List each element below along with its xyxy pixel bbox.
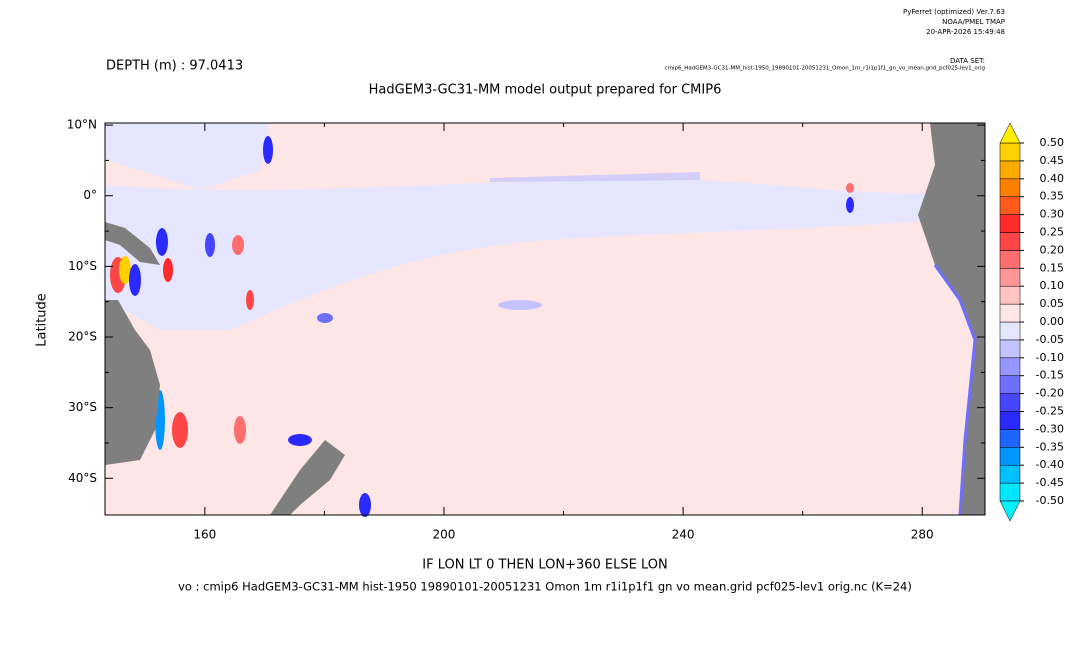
y-tick-label: 10°N [67, 118, 97, 132]
colorbar-label: 0.05 [1040, 297, 1065, 310]
colorbar-label: -0.50 [1036, 494, 1064, 507]
y-tick-label: 30°S [68, 400, 97, 414]
blob [846, 197, 854, 213]
equatorial-band [105, 179, 985, 330]
blob [163, 258, 173, 282]
colorbar-label: 0.40 [1040, 172, 1065, 185]
colorbar-swatch [999, 357, 1021, 376]
blob [263, 136, 273, 164]
date: 20-APR-2026 15:49:48 [926, 28, 1005, 36]
colorbar-label: 0.50 [1040, 136, 1065, 149]
colorbar-label: 0.10 [1040, 279, 1065, 292]
title: HadGEM3-GC31-MM model output prepared fo… [369, 83, 722, 98]
nw-band [105, 123, 270, 190]
colorbar-swatch [999, 482, 1021, 502]
colorbar-label: -0.35 [1036, 440, 1064, 453]
x-tick-label: 160 [193, 528, 216, 542]
plot-frame [104, 122, 986, 516]
footer: vo : cmip6 HadGEM3-GC31-MM hist-1950 198… [178, 580, 912, 594]
dataset-label: DATA SET: [950, 57, 985, 65]
blob [288, 434, 312, 446]
y-tick-label: 10°S [68, 259, 97, 273]
land-new-guinea [105, 222, 160, 265]
colorbar-label: 0.35 [1040, 190, 1065, 203]
colorbar-swatch [999, 321, 1021, 341]
colorbar-label: 0.20 [1040, 243, 1065, 256]
colorbar-swatch [999, 339, 1021, 359]
colorbar-swatch [999, 393, 1021, 412]
blob [156, 228, 168, 256]
colorbar-label: -0.40 [1036, 458, 1064, 471]
blob [119, 256, 131, 284]
colorbar-swatch [999, 285, 1021, 305]
colorbar-swatch [999, 232, 1021, 251]
colorbar-swatch [999, 429, 1021, 448]
y-label: Latitude [35, 293, 50, 347]
colorbar-label: -0.30 [1036, 422, 1064, 435]
colorbar-swatch [999, 375, 1021, 394]
colorbar-swatch [999, 160, 1021, 180]
colorbar-under [999, 500, 1021, 522]
colorbar-label: -0.15 [1036, 369, 1064, 382]
coastal-current [933, 264, 977, 516]
depth: DEPTH (m) : 97.0413 [106, 59, 243, 74]
y-tick-label: 40°S [68, 471, 97, 485]
map-field [105, 123, 985, 517]
land-new-zealand [270, 440, 345, 515]
blob [234, 416, 246, 444]
colorbar-swatch [999, 303, 1021, 323]
blob [846, 183, 854, 193]
y-tick-label: 20°S [68, 330, 97, 344]
colorbar-swatch [999, 268, 1021, 287]
land-australia [105, 300, 160, 465]
blob [129, 264, 141, 296]
lab: NOAA/PMEL TMAP [942, 18, 1005, 26]
x-tick-label: 200 [433, 528, 456, 542]
colorbar-label: -0.10 [1036, 351, 1064, 364]
colorbar-swatch [999, 214, 1021, 233]
software: PyFerret (optimized) Ver.7.63 [903, 8, 1005, 16]
colorbar-label: -0.45 [1036, 476, 1064, 489]
y-tick-label: 0° [83, 188, 97, 202]
band-streak [490, 172, 700, 182]
x-label: IF LON LT 0 THEN LON+360 ELSE LON [422, 558, 667, 573]
colorbar-over [999, 122, 1021, 144]
dataset: cmip6_HadGEM3-GC31-MM_hist-1950_19890101… [665, 66, 985, 72]
colorbar-swatch [999, 250, 1021, 269]
colorbar-swatch [999, 411, 1021, 430]
blob [246, 290, 254, 310]
colorbar-label: -0.20 [1036, 387, 1064, 400]
colorbar-swatch [999, 464, 1021, 484]
colorbar-label: 0.15 [1040, 261, 1065, 274]
colorbar-label: -0.05 [1036, 333, 1064, 346]
colorbar-swatch [999, 142, 1021, 162]
x-tick-label: 280 [911, 528, 934, 542]
colorbar-label: 0.45 [1040, 154, 1065, 167]
blob [317, 313, 333, 323]
blob [359, 493, 371, 517]
colorbar-swatch [999, 196, 1021, 215]
blob [498, 300, 542, 310]
x-tick-label: 240 [672, 528, 695, 542]
colorbar-label: -0.25 [1036, 405, 1064, 418]
blob [205, 233, 215, 257]
blob [172, 412, 188, 448]
colorbar-label: 0.30 [1040, 208, 1065, 221]
colorbar-label: 0.25 [1040, 226, 1065, 239]
colorbar-swatch [999, 178, 1021, 197]
anomalies [110, 136, 854, 517]
blob [232, 235, 244, 255]
colorbar-swatch [999, 447, 1021, 466]
colorbar-label: 0.00 [1040, 315, 1065, 328]
